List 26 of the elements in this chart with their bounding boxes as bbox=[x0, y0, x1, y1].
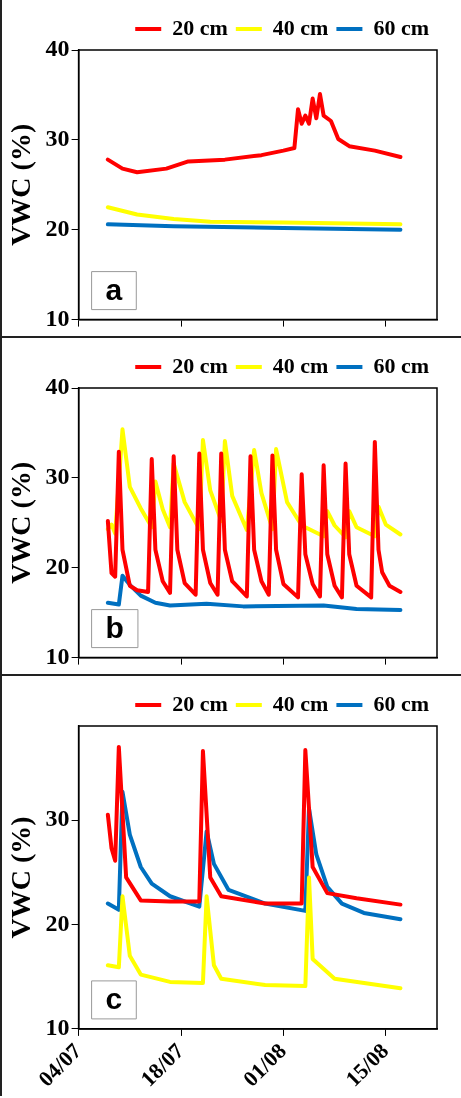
legend-label: 60 cm bbox=[373, 690, 429, 716]
y-tick-label: 40 bbox=[45, 35, 70, 62]
y-tick-label: 40 bbox=[45, 373, 70, 400]
y-axis-title: VWC (%) bbox=[5, 123, 37, 246]
annotation: b bbox=[105, 610, 124, 644]
y-tick-label: 10 bbox=[45, 1014, 70, 1041]
legend-label: 60 cm bbox=[373, 352, 429, 378]
y-tick-label: 20 bbox=[45, 909, 70, 936]
y-tick-label: 10 bbox=[45, 642, 70, 669]
y-tick-label: 30 bbox=[45, 463, 70, 490]
legend-label: 40 cm bbox=[272, 14, 329, 40]
y-tick-label: 20 bbox=[45, 552, 70, 579]
legend-label: 20 cm bbox=[172, 14, 228, 40]
y-tick-label: 30 bbox=[45, 805, 70, 832]
legend-label: 40 cm bbox=[272, 352, 329, 378]
annotation: a bbox=[105, 272, 123, 306]
legend-label: 40 cm bbox=[272, 690, 329, 716]
y-tick-label: 10 bbox=[45, 304, 70, 331]
y-tick-label: 20 bbox=[45, 214, 70, 241]
legend-label: 20 cm bbox=[172, 352, 228, 378]
y-axis-title: VWC (%) bbox=[5, 461, 37, 584]
legend-label: 20 cm bbox=[172, 690, 228, 716]
y-axis-title: VWC (%) bbox=[5, 816, 37, 939]
legend-label: 60 cm bbox=[373, 14, 429, 40]
annotation: c bbox=[105, 982, 123, 1016]
y-tick-label: 30 bbox=[45, 125, 70, 152]
